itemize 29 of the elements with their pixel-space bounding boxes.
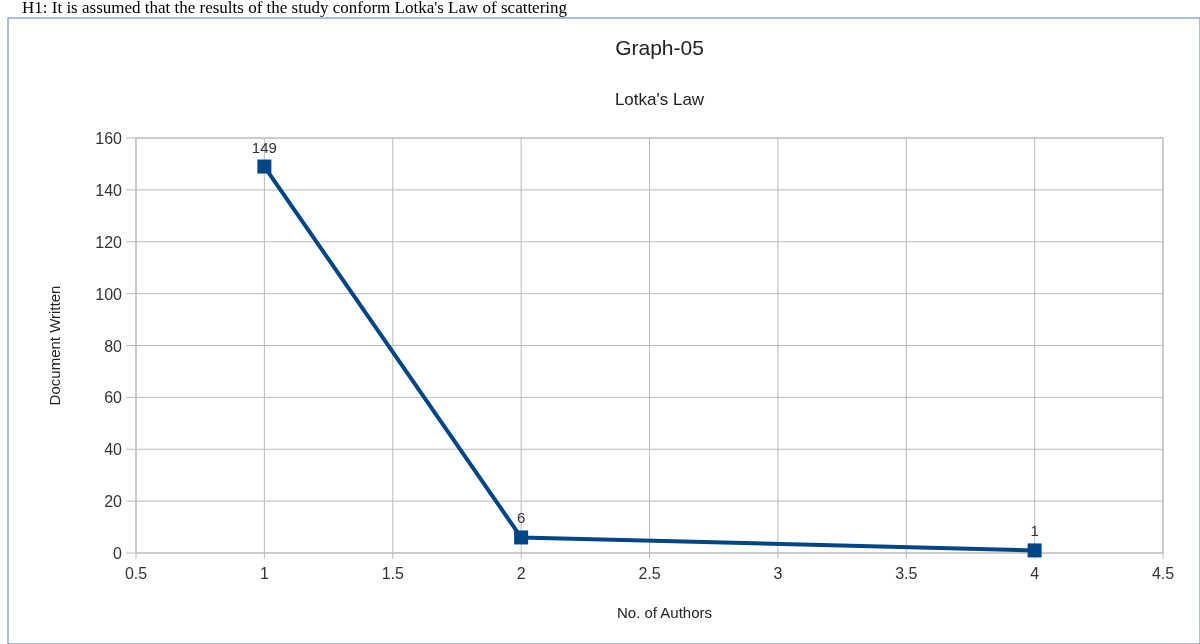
x-tick-label: 0.5 — [124, 565, 148, 582]
y-tick-label: 160 — [95, 130, 123, 147]
x-tick-label: 3 — [773, 565, 783, 582]
data-label: 6 — [516, 509, 526, 527]
y-axis-title: Document Written — [46, 285, 63, 406]
point — [514, 530, 529, 545]
x-tick-label: 4 — [1030, 565, 1040, 582]
y-tick-label: 40 — [104, 441, 123, 459]
point — [257, 159, 272, 174]
data-label: 149 — [251, 138, 277, 156]
point — [1027, 543, 1042, 558]
y-tick-label: 140 — [95, 181, 123, 199]
y-tick-label: 20 — [104, 493, 123, 511]
y-tick-label: 0 — [113, 545, 123, 562]
data-label: 1 — [1030, 522, 1039, 540]
x-tick-label: 2 — [516, 565, 526, 582]
text: H1: It is assumed that the results of the study conform Lotka's Law of scattering — [22, 0, 568, 17]
x-tick-label: 3.5 — [895, 565, 918, 582]
x-tick-label: 1.5 — [381, 565, 404, 582]
x-tick-label: 1 — [259, 565, 269, 582]
y-tick-label: 100 — [95, 285, 123, 303]
y-tick-label: 120 — [95, 233, 123, 251]
x-tick-label: 2.5 — [638, 565, 661, 582]
chart-title: Graph-05 — [615, 36, 704, 59]
x-tick-label: 4.5 — [1151, 565, 1175, 582]
y-tick-label: 80 — [104, 337, 123, 355]
chart-subtitle: Lotka's Law — [614, 90, 705, 109]
x-axis-title: No. of Authors — [616, 604, 713, 621]
y-tick-label: 60 — [104, 389, 123, 407]
